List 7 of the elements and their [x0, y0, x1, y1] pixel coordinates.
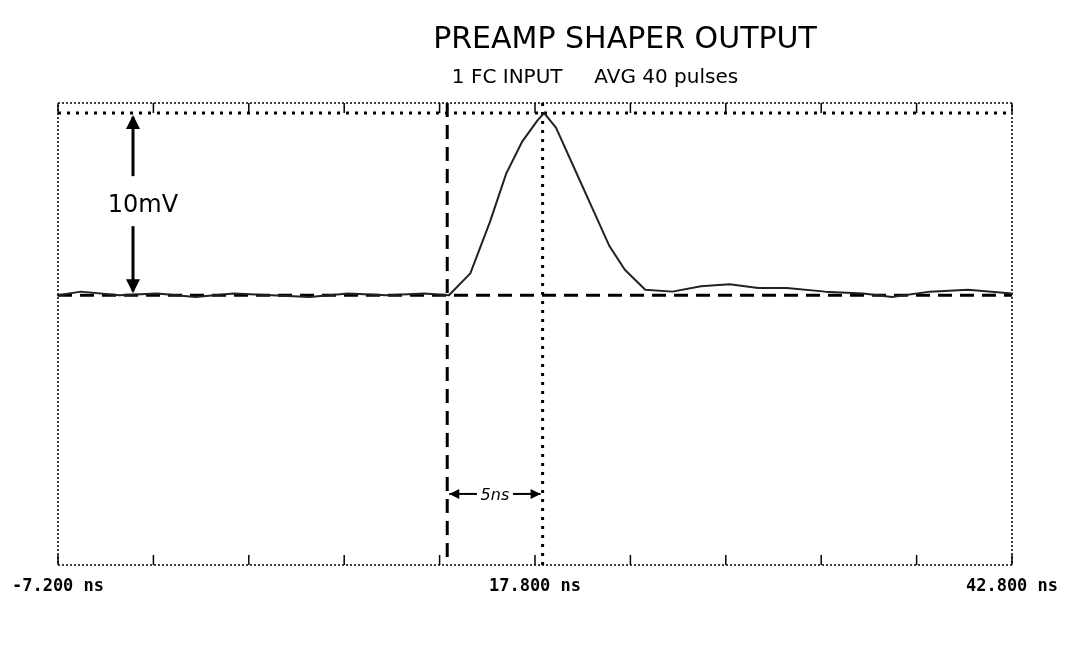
annotation: 10mV [107, 190, 179, 219]
text: 5ns [480, 484, 510, 504]
chart-subtitle: 1 FC INPUT AVG 40 pulses [451, 64, 739, 88]
chart-title: PREAMP SHAPER OUTPUT [433, 20, 818, 55]
x-tick-label: 42.800 ns [965, 575, 1059, 595]
x-tick-label: -7.200 ns [11, 575, 105, 595]
x-tick-label: 17.800 ns [488, 575, 582, 595]
